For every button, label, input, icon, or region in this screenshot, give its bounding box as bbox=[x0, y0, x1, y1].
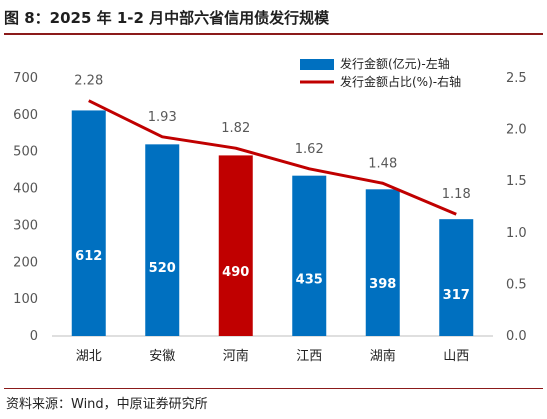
y-right-tick-label: 0.0 bbox=[506, 329, 527, 344]
bar-山西 bbox=[439, 219, 474, 336]
line-point-label: 1.82 bbox=[221, 121, 250, 136]
bar-安徽 bbox=[145, 144, 180, 336]
share-line-series bbox=[88, 99, 457, 216]
line-point-label: 2.28 bbox=[74, 74, 103, 89]
x-category-label: 河南 bbox=[223, 348, 249, 364]
title-underline bbox=[4, 33, 543, 35]
y-right-tick-label: 2.0 bbox=[506, 123, 527, 138]
x-category-label: 江西 bbox=[296, 349, 322, 364]
x-category-label: 湖北 bbox=[76, 349, 102, 364]
y-right-tick-label: 1.5 bbox=[506, 174, 527, 189]
line-point-label: 1.48 bbox=[368, 156, 397, 171]
source-note: 资料来源：Wind，中原证券研究所 bbox=[6, 397, 208, 412]
legend-swatch-bar bbox=[300, 59, 334, 70]
x-category-label: 湖南 bbox=[370, 348, 396, 364]
y-left-tick-label: 100 bbox=[13, 292, 38, 307]
bar-河南 bbox=[218, 155, 253, 336]
y-left-tick-label: 200 bbox=[13, 255, 38, 270]
y-right-tick-label: 0.5 bbox=[506, 277, 527, 292]
x-category-label: 安徽 bbox=[149, 349, 175, 364]
line-point-label: 1.93 bbox=[148, 110, 177, 125]
bar-value-label: 612 bbox=[75, 249, 102, 264]
y-left-tick-label: 400 bbox=[13, 182, 38, 197]
bar-value-label: 520 bbox=[149, 261, 176, 276]
legend-label-line: 发行金额占比(%)-右轴 bbox=[340, 74, 461, 89]
legend-label-bar: 发行金额(亿元)-左轴 bbox=[340, 56, 450, 71]
y-left-tick-label: 600 bbox=[13, 108, 38, 123]
bar-line-chart: 0 100 200 300 400 500 600 700 0.0 0.5 1.0 1.5 2.0 2.5… bbox=[13, 56, 527, 364]
source-rule bbox=[4, 388, 543, 389]
bar-value-label: 435 bbox=[296, 272, 323, 287]
y-right-tick-label: 1.0 bbox=[506, 226, 527, 241]
bar-value-label: 398 bbox=[369, 277, 396, 292]
figure-title: 图 8：2025 年 1-2 月中部六省信用债发行规模 bbox=[4, 9, 330, 27]
bar-湖南 bbox=[365, 189, 400, 336]
x-category-label: 山西 bbox=[443, 349, 469, 364]
bar-value-label: 317 bbox=[443, 288, 470, 303]
y-left-tick-label: 700 bbox=[13, 71, 38, 86]
y-right-tick-label: 2.5 bbox=[506, 71, 527, 86]
bar-湖北 bbox=[71, 110, 106, 336]
line-point-label: 1.18 bbox=[442, 187, 471, 202]
line-point-label: 1.62 bbox=[295, 142, 324, 157]
bar-value-label: 490 bbox=[222, 265, 249, 280]
y-left-tick-label: 300 bbox=[13, 218, 38, 233]
bar-江西 bbox=[292, 175, 327, 336]
y-left-tick-label: 500 bbox=[13, 145, 38, 160]
y-left-tick-label: 0 bbox=[30, 329, 38, 344]
